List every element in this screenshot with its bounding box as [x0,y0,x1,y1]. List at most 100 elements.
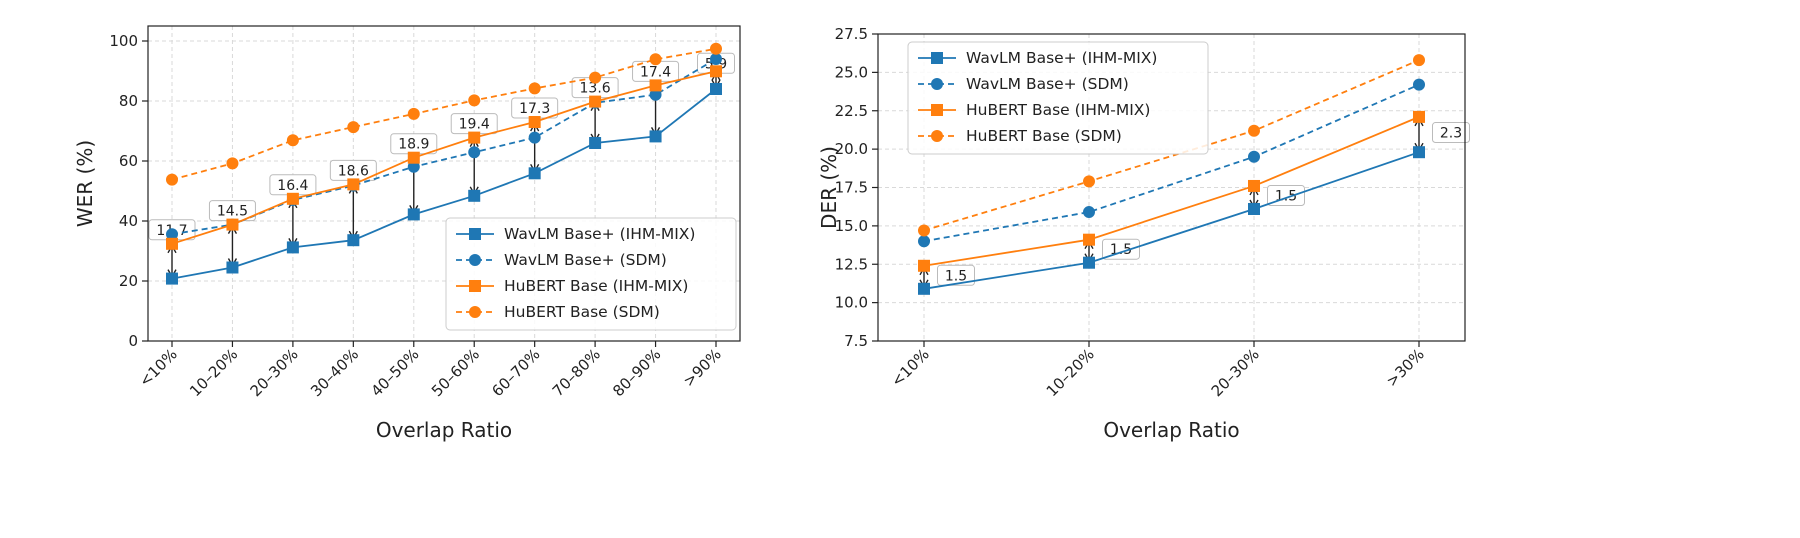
gap-annotation: 13.6 [571,77,619,143]
annotation-label: 13.6 [580,81,611,97]
data-point [1413,54,1425,67]
series-line [923,151,1420,290]
series-line [171,88,717,280]
data-point [1248,179,1260,192]
data-point [226,218,239,231]
annotation-box [1102,238,1140,260]
legend-entry: WavLM Base+ (IHM-MIX) [966,49,1157,67]
series-4 [166,42,722,186]
data-point [649,79,662,92]
annotation-label: 1.5 [945,268,967,284]
y-tick-label: 0 [128,332,138,350]
data-point [589,137,602,149]
legend-entry: HuBERT Base (IHM-MIX) [966,101,1150,119]
data-point [286,241,299,254]
axes-frame [877,33,1466,342]
data-point [1083,233,1095,246]
x-tick-label: 40–50% [367,345,422,400]
x-tick-label: 30–40% [307,345,362,400]
gap-annotation: 14.5 [208,200,256,267]
data-point [528,167,541,180]
legend: WavLM Base+ (IHM-MIX) WavLM Base+ (SDM) Hu… [907,41,1209,155]
data-point [1083,256,1095,269]
series-line [171,47,717,181]
data-point [407,208,420,221]
series-1 [166,83,722,285]
legend-entry: HuBERT Base (SDM) [966,127,1122,145]
data-point [468,189,481,202]
annotation-label: 17.3 [519,101,550,117]
data-point [589,71,602,84]
x-tick-label: 80–90% [609,345,664,400]
data-point [1083,175,1095,188]
data-point [528,116,541,128]
data-point [918,224,930,237]
annotation-box [937,264,975,286]
annotation-label: 14.5 [217,204,248,220]
y-tick-label: 25.0 [835,63,868,81]
data-point [286,134,299,147]
data-point [918,282,930,295]
data-point [918,259,930,272]
annotation-label: 17.4 [640,64,671,80]
legend-entry: WavLM Base+ (SDM) [966,75,1129,93]
x-tick-label: 50–60% [428,345,483,400]
data-point [528,82,541,95]
y-tick-label: 100 [109,32,138,50]
data-point [710,53,722,65]
data-point [166,228,178,241]
x-tick-label: <10% [136,345,181,390]
data-point [649,88,662,101]
y-axis-label: WER (%) [73,140,97,227]
data-point [347,234,360,247]
annotation-label: 16.4 [277,178,308,194]
x-tick-label: >90% [680,345,725,390]
annotation-label: 18.6 [338,163,369,179]
data-point [649,53,662,66]
gap-annotation: 18.9 [390,133,438,214]
legend-entry: WavLM Base+ (IHM-MIX) [504,225,695,243]
gap-annotation: 16.4 [269,174,317,247]
x-tick-label: 20–30% [1208,345,1263,400]
data-point [166,272,178,285]
x-tick-label: 20–30% [247,345,302,400]
annotation-label: 2.3 [1440,126,1462,142]
series-3 [918,110,1425,272]
annotation-label: 1.5 [1275,188,1297,204]
data-point [407,151,420,164]
data-point [710,42,722,55]
y-tick-label: 10.0 [835,294,868,312]
series-line [171,70,717,245]
data-point [468,146,481,159]
annotation-label: 18.9 [398,137,429,153]
y-tick-label: 60 [119,152,138,170]
legend-entry: HuBERT Base (IHM-MIX) [504,277,688,295]
y-tick-label: 7.5 [844,332,868,350]
data-point [347,121,360,134]
axes-frame [147,25,741,342]
data-point [1248,150,1260,163]
y-tick-label: 15.0 [835,217,868,235]
data-point [407,107,420,120]
y-tick-label: 20 [119,272,138,290]
data-point [226,157,239,170]
series-1 [918,146,1425,295]
data-point [1248,124,1260,137]
wer-chart: 0 20 40 60 80 100 <10% 10–20% 20–30% 30–40% 40–50%… [73,25,741,442]
data-point [226,261,239,274]
x-tick-label: 10–20% [186,345,241,400]
data-point [589,95,602,108]
y-tick-label: 20.0 [835,140,868,158]
series-line [923,59,1420,232]
y-tick-label: 12.5 [835,255,868,273]
x-tick-label: 70–80% [549,345,604,400]
x-axis-label: Overlap Ratio [376,418,512,442]
y-axis-label: DER (%) [817,146,841,229]
data-point [710,65,722,78]
data-point [286,192,299,205]
annotation-box [1432,122,1470,144]
x-tick-label: 10–20% [1043,345,1098,400]
legend: WavLM Base+ (IHM-MIX) WavLM Base+ (SDM) Hu… [445,217,737,331]
legend-entry: WavLM Base+ (SDM) [504,251,667,269]
data-point [347,178,360,191]
